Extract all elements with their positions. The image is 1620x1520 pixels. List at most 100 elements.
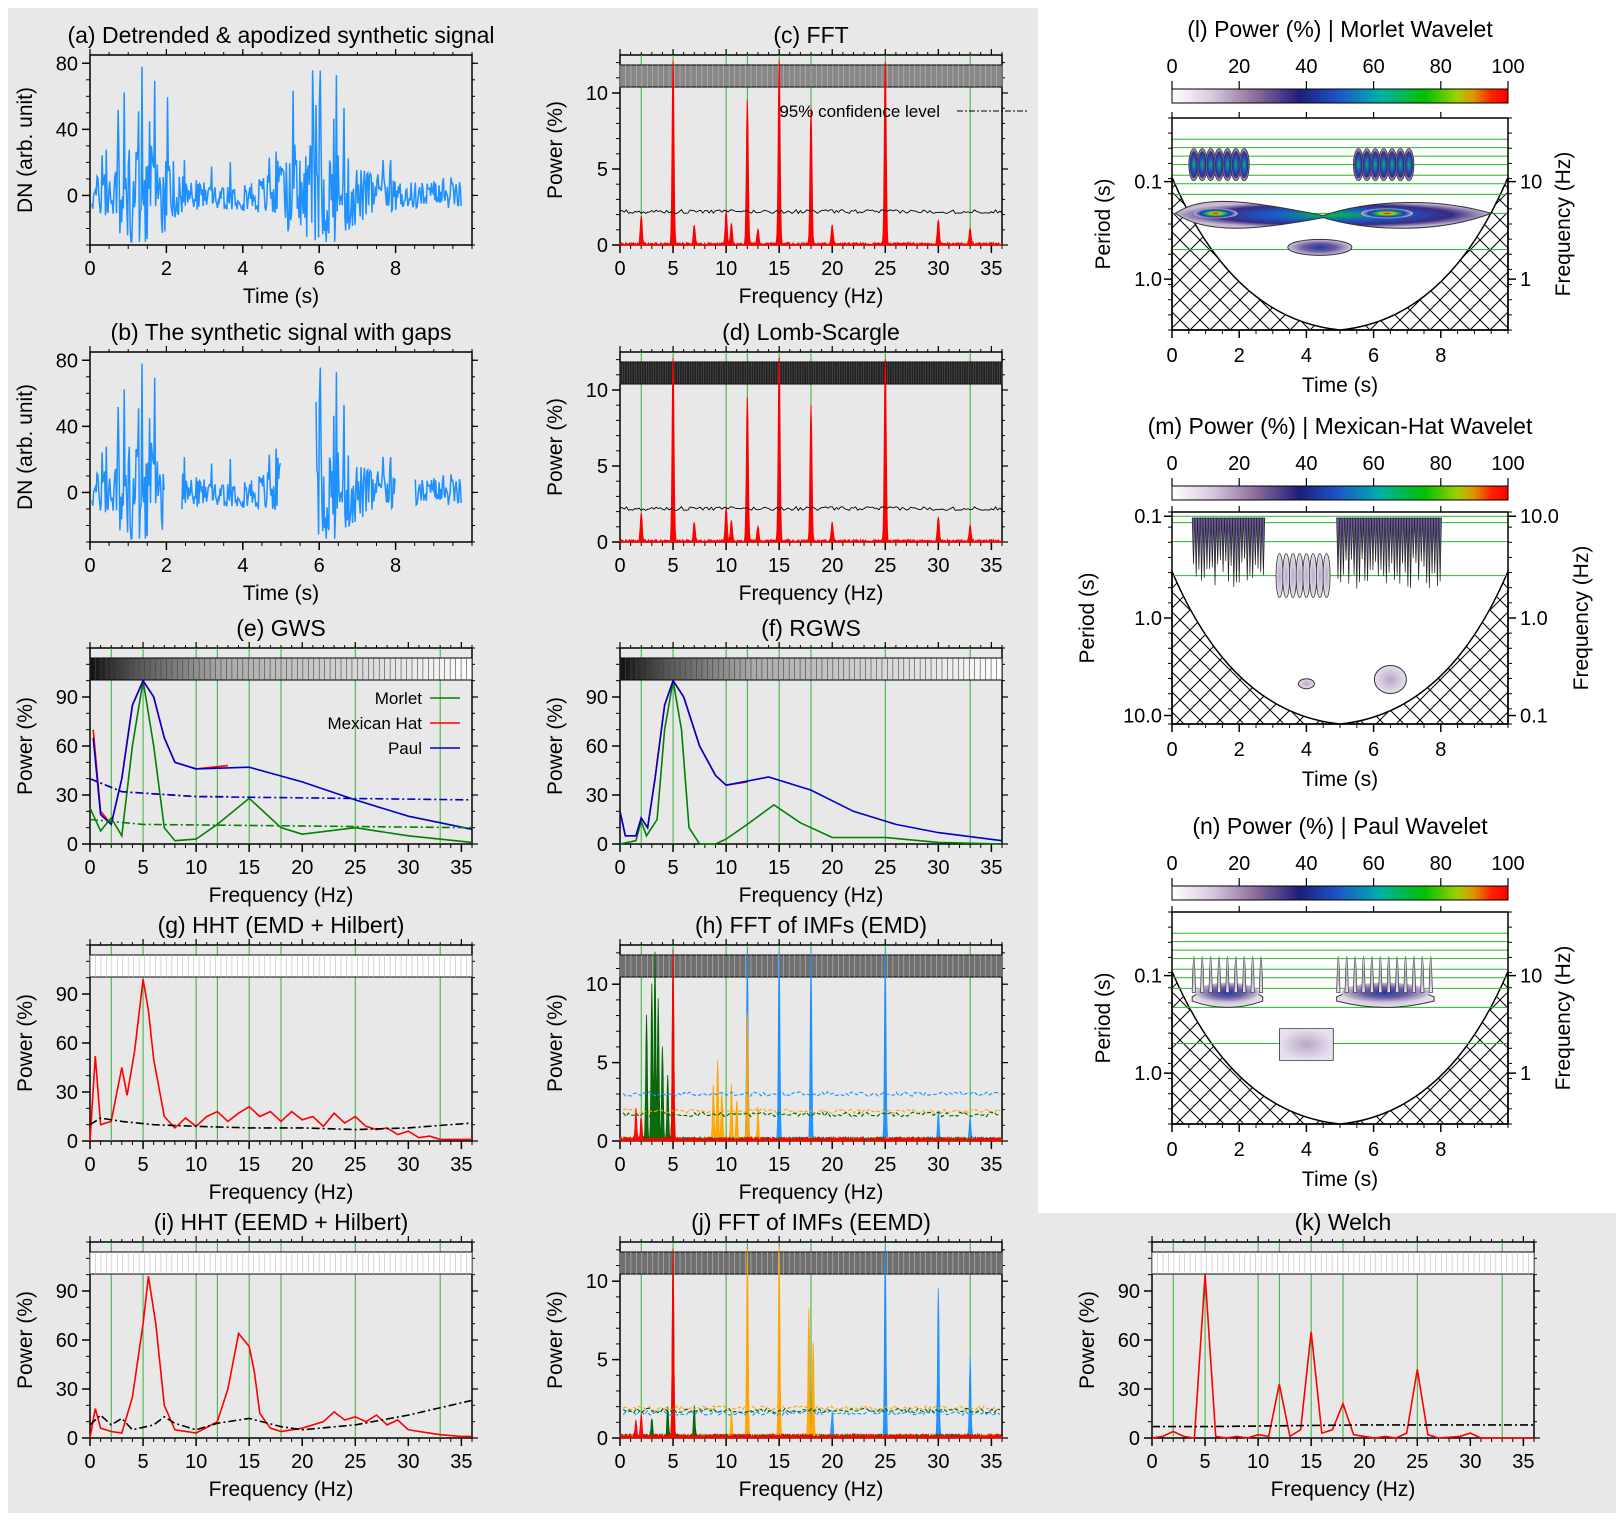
panel-f: (f) RGWS 0 5 10 15 20 25 30 35 0 30 60 90 Frequency (… <box>544 615 1008 907</box>
x-tick-label: 10 <box>715 857 737 879</box>
x-tick-label: 35 <box>980 555 1002 577</box>
y-axis-label: Power (%) <box>544 994 567 1092</box>
y-tick-label: 10 <box>586 380 608 402</box>
power-region <box>1371 517 1375 571</box>
x-axis-label: Frequency (Hz) <box>209 1478 354 1501</box>
series-line <box>89 680 473 844</box>
power-region <box>1275 553 1284 598</box>
y-tick-label: 0 <box>597 1131 608 1153</box>
power-region <box>1213 517 1217 586</box>
x-tick-label: 4 <box>237 555 248 577</box>
x-tick-label: 15 <box>768 555 790 577</box>
signal-trace <box>181 448 282 510</box>
panel-title: (m) Power (%) | Mexican-Hat Wavelet <box>1148 413 1533 439</box>
power-region <box>1208 955 1213 993</box>
colorbar-tick-label: 100 <box>1491 56 1524 78</box>
x-tick-label: 35 <box>980 1154 1002 1176</box>
y-tick-label: 40 <box>56 119 78 141</box>
x-tick-label: 10 <box>185 1154 207 1176</box>
y-tick-label: 90 <box>1118 1281 1140 1303</box>
x-tick-label: 10 <box>185 857 207 879</box>
series-line <box>89 1399 473 1431</box>
panel-title: (c) FFT <box>773 22 848 48</box>
y-axis-label: Power (%) <box>1076 1291 1099 1389</box>
power-spectrum <box>619 60 1003 247</box>
power-region <box>1287 238 1353 256</box>
power-region <box>1221 517 1225 573</box>
signal-trace <box>91 66 462 243</box>
colorbar-tick-label: 80 <box>1430 853 1452 875</box>
x-tick-label: 8 <box>1435 739 1446 761</box>
power-region <box>1376 517 1381 577</box>
colorbar-tick-label: 40 <box>1295 853 1317 875</box>
x-tick-label: 5 <box>667 1154 678 1176</box>
y-tick-label: 80 <box>56 53 78 75</box>
y-tick-label: 1.0 <box>1134 1063 1162 1085</box>
series-line <box>1152 1424 1534 1428</box>
x-tick-label: 15 <box>1300 1451 1322 1473</box>
x-axis-label: Time (s) <box>1302 768 1378 791</box>
power-region <box>1259 517 1263 573</box>
x-tick-label: 4 <box>1301 1139 1312 1161</box>
x-tick-label: 2 <box>1234 739 1245 761</box>
power-region <box>1369 955 1374 993</box>
power-region <box>1297 678 1315 690</box>
power-region <box>1406 517 1410 587</box>
power-region <box>1238 148 1250 182</box>
power-region <box>1390 517 1394 564</box>
power-region <box>1210 517 1215 568</box>
power-region <box>1433 517 1437 574</box>
y-axis-label: DN (arb. unit) <box>14 87 37 213</box>
y-tick-label: 60 <box>586 736 608 758</box>
x-tick-label: 35 <box>450 1451 472 1473</box>
x-axis-label: Frequency (Hz) <box>209 1181 354 1204</box>
x-tick-label: 10 <box>715 1154 737 1176</box>
x-tick-label: 15 <box>768 857 790 879</box>
y-tick-label: 1.0 <box>1134 269 1162 291</box>
power-region <box>1363 517 1367 581</box>
power-region <box>1438 517 1442 582</box>
x-tick-label: 25 <box>874 857 896 879</box>
x-tick-label: 35 <box>1512 1451 1534 1473</box>
power-region <box>1378 955 1383 993</box>
power-region <box>1428 955 1433 993</box>
y2-tick-label: 1.0 <box>1520 608 1548 630</box>
y2-tick-label: 1 <box>1520 269 1531 291</box>
x-tick-label: 15 <box>768 1451 790 1473</box>
y2-axis-label: Frequency (Hz) <box>1552 946 1575 1091</box>
power-region <box>1403 148 1415 182</box>
background-left <box>8 8 1038 1213</box>
power-region <box>1295 553 1304 598</box>
panel-title: (e) GWS <box>236 615 325 641</box>
x-tick-label: 0 <box>84 857 95 879</box>
power-region <box>1248 517 1252 576</box>
series-line <box>89 1117 473 1131</box>
y-axis-label: Power (%) <box>544 1291 567 1389</box>
power-region <box>1373 517 1378 562</box>
x-tick-label: 15 <box>768 1154 790 1176</box>
panel-title: (i) HHT (EEMD + Hilbert) <box>154 1209 409 1235</box>
panel-title: (b) The synthetic signal with gaps <box>111 319 452 345</box>
panel-e: (e) GWS 0 5 10 15 20 25 30 35 0 30 60 90 Frequency (H… <box>14 615 478 907</box>
power-region <box>1411 955 1416 993</box>
y-tick-label: 5 <box>597 1053 608 1075</box>
confidence-line <box>619 208 1003 215</box>
power-region <box>1322 553 1331 598</box>
imf-spectrum <box>619 1249 1003 1440</box>
x-tick-label: 0 <box>1166 1139 1177 1161</box>
x-tick-label: 5 <box>137 857 148 879</box>
power-region <box>1365 517 1370 582</box>
cone-of-influence <box>1171 571 1509 725</box>
x-tick-label: 20 <box>291 1451 313 1473</box>
power-region <box>1427 517 1432 589</box>
series-line <box>89 979 472 1142</box>
power-region <box>1250 955 1255 993</box>
x-tick-label: 6 <box>1368 345 1379 367</box>
y-tick-label: 0 <box>67 834 78 856</box>
power-region <box>1224 517 1228 562</box>
power-region <box>1218 517 1223 561</box>
y-axis-label: DN (arb. unit) <box>14 384 37 510</box>
power-region <box>1353 955 1358 993</box>
